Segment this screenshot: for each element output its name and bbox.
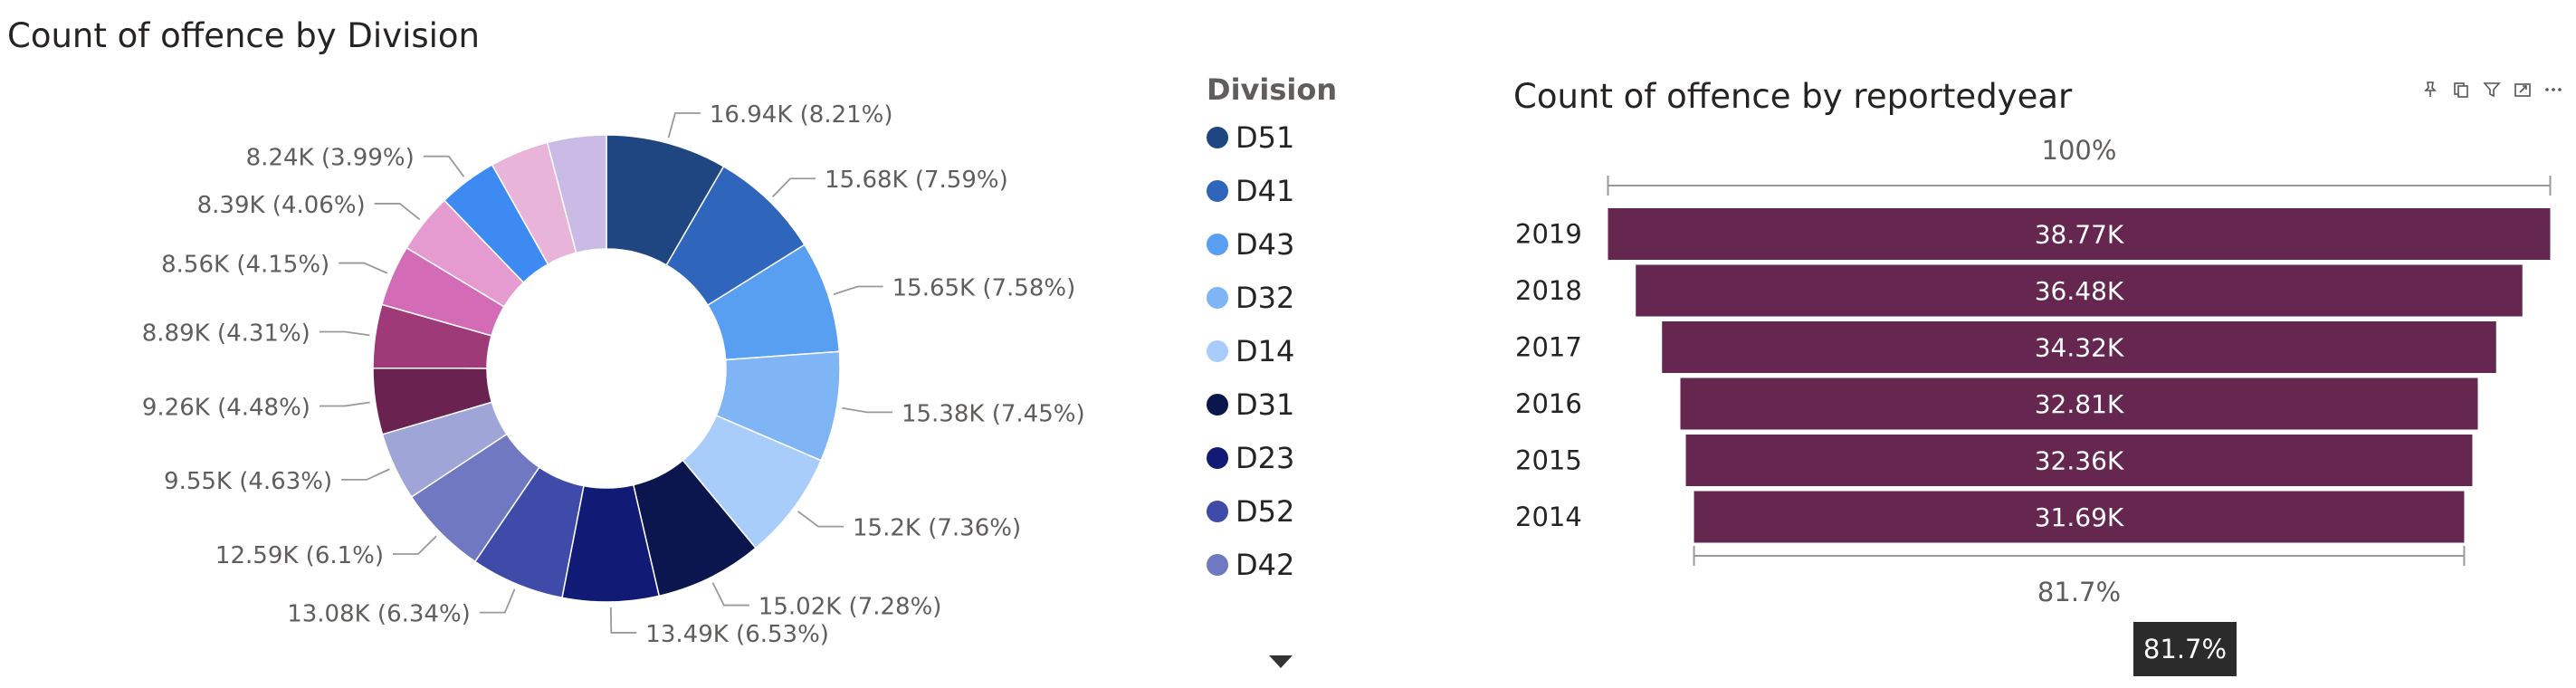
bar-value-label: 36.48K — [2035, 276, 2124, 306]
data-label: 13.49K (6.53%) — [645, 621, 829, 648]
legend-marker — [1207, 180, 1228, 202]
legend-scroll-down-icon[interactable] — [1269, 655, 1293, 668]
more-options-icon[interactable] — [2542, 78, 2565, 101]
legend-label: D23 — [1236, 441, 1295, 475]
focus-mode-icon[interactable] — [2511, 78, 2534, 101]
leader-line — [319, 330, 370, 337]
category-label: 2018 — [1515, 275, 1582, 306]
donut-slice[interactable] — [546, 134, 607, 254]
funnel-chart: 100% 38.77K 2019 36.48K 2018 34.32K 2017 32.81K… — [1515, 135, 2552, 607]
donut-chart: 16.94K (8.21%) 15.68K (7.59%) 15.65K (7.58… — [142, 101, 1085, 648]
data-label: 12.59K (6.1%) — [215, 542, 384, 569]
legend-item[interactable]: D42 — [1207, 547, 1294, 583]
legend-item[interactable]: D32 — [1207, 280, 1294, 316]
bar-value-label: 32.36K — [2035, 446, 2124, 476]
leader-line — [771, 177, 816, 197]
legend-item[interactable]: D41 — [1207, 173, 1294, 209]
legend-label: D32 — [1236, 281, 1295, 315]
legend-marker — [1207, 127, 1228, 148]
legend-label: D43 — [1236, 227, 1295, 262]
filter-icon[interactable] — [2480, 78, 2504, 101]
bar-value-label: 32.81K — [2035, 389, 2124, 419]
leader-line — [393, 535, 437, 555]
legend-item[interactable]: D31 — [1207, 387, 1294, 423]
category-label: 2015 — [1515, 445, 1582, 476]
leader-line — [423, 155, 465, 177]
legend-item[interactable]: D23 — [1207, 440, 1294, 476]
legend-marker — [1207, 554, 1228, 576]
data-label: 15.38K (7.45%) — [902, 400, 1085, 427]
bar-value-label: 31.69K — [2035, 502, 2124, 532]
donut-chart-title: Count of offence by Division — [7, 16, 481, 55]
funnel-bar[interactable] — [1662, 321, 2496, 373]
data-label: 13.08K (6.34%) — [287, 601, 471, 628]
legend-marker — [1207, 394, 1228, 416]
leader-line — [711, 582, 749, 607]
funnel-bar[interactable] — [1685, 435, 2473, 486]
data-label: 15.02K (7.28%) — [758, 594, 942, 621]
funnel-bar[interactable] — [1693, 491, 2465, 543]
legend-marker — [1207, 447, 1228, 469]
legend-marker — [1207, 287, 1228, 309]
leader-line — [339, 262, 388, 274]
funnel-bar[interactable] — [1680, 377, 2478, 430]
legend-item[interactable]: D43 — [1207, 226, 1294, 263]
data-label: 15.2K (7.36%) — [853, 515, 1021, 542]
legend-label: D14 — [1236, 334, 1295, 368]
leader-line — [797, 511, 844, 528]
legend-label: D42 — [1236, 548, 1295, 582]
data-label: 8.24K (3.99%) — [246, 145, 415, 172]
data-label: 15.68K (7.59%) — [825, 167, 1008, 194]
leader-line — [667, 112, 701, 139]
data-label: 8.39K (4.06%) — [197, 192, 366, 219]
data-label: 8.89K (4.31%) — [142, 320, 310, 347]
hover-tooltip: 81.7% — [2133, 622, 2237, 676]
category-label: 2019 — [1515, 219, 1582, 250]
leader-line — [319, 401, 370, 407]
leader-line — [833, 285, 883, 296]
legend-label: D51 — [1236, 120, 1295, 155]
legend-marker — [1207, 501, 1228, 522]
data-label: 9.55K (4.63%) — [164, 468, 332, 495]
leader-line — [842, 406, 892, 414]
top-range-bracket — [1607, 176, 2552, 196]
pin-icon[interactable] — [2419, 78, 2442, 101]
copy-icon[interactable] — [2449, 78, 2473, 101]
legend-marker — [1207, 340, 1228, 362]
legend-item[interactable]: D52 — [1207, 493, 1294, 530]
data-label: 8.56K (4.15%) — [161, 252, 329, 279]
bottom-range-bracket — [1693, 546, 2466, 566]
category-label: 2017 — [1515, 332, 1582, 363]
leader-line — [479, 588, 516, 614]
funnel-chart-title: Count of offence by reportedyear — [1513, 77, 2073, 116]
category-label: 2014 — [1515, 502, 1582, 532]
legend-title: Division — [1207, 72, 1338, 107]
funnel-bar[interactable] — [1608, 208, 2551, 260]
data-label: 15.65K (7.58%) — [892, 274, 1076, 301]
legend-item[interactable]: D14 — [1207, 333, 1294, 369]
data-label: 16.94K (8.21%) — [710, 101, 893, 129]
leader-line — [374, 203, 421, 221]
legend-item[interactable]: D51 — [1207, 119, 1294, 156]
leader-line — [609, 607, 637, 634]
data-label: 9.26K (4.48%) — [142, 394, 310, 421]
top-percent-label: 100% — [2042, 135, 2117, 166]
legend-label: D41 — [1236, 174, 1295, 208]
leader-line — [341, 468, 390, 481]
bar-value-label: 34.32K — [2035, 333, 2124, 363]
bottom-percent-label: 81.7% — [2037, 577, 2121, 607]
legend-label: D31 — [1236, 387, 1295, 422]
legend-label: D52 — [1236, 494, 1295, 529]
funnel-bar[interactable] — [1636, 264, 2523, 317]
bar-value-label: 38.77K — [2035, 220, 2124, 250]
legend-marker — [1207, 234, 1228, 255]
category-label: 2016 — [1515, 388, 1582, 419]
visual-header-toolbar — [2419, 78, 2565, 101]
